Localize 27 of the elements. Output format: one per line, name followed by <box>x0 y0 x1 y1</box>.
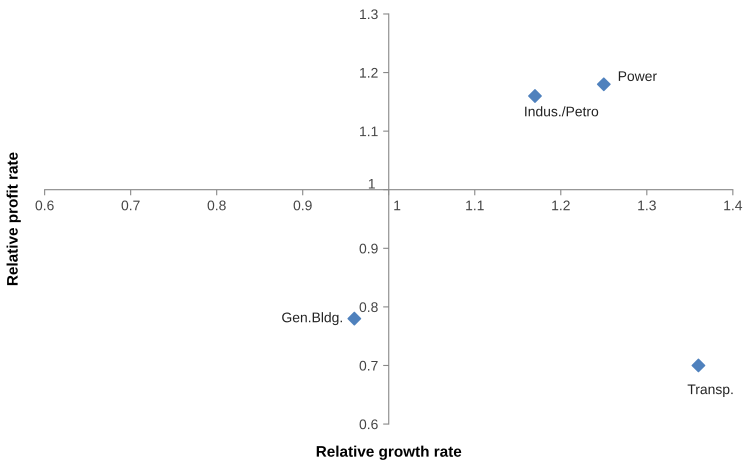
y-tick-label: 1.3 <box>360 9 378 20</box>
y-tick-label: 1 <box>368 178 375 189</box>
x-tick-label: 1.3 <box>638 200 656 210</box>
point <box>692 358 706 372</box>
x-tick-label: 1.2 <box>552 200 570 210</box>
point <box>596 77 611 92</box>
y-tick-label: 0.6 <box>360 419 378 430</box>
y-tick-label: 0.8 <box>360 302 378 312</box>
annotation: Gen.Bldg. <box>282 312 342 326</box>
annotation: Power <box>618 71 657 82</box>
x-tick-label: 0.7 <box>122 200 140 210</box>
y-tick-label: 0.9 <box>360 244 378 254</box>
y-tick-label: 1.2 <box>360 68 378 78</box>
y-axis-title: Relative profit rate <box>6 152 21 286</box>
annotation: Transp. <box>688 384 733 397</box>
y-tick-label: 1.1 <box>360 126 378 136</box>
x-tick-label: 0.9 <box>294 200 312 210</box>
x-tick-label: 0.8 <box>208 200 226 210</box>
x-tick-label: 1.4 <box>724 200 742 210</box>
point <box>347 312 362 326</box>
annotation: Indus./Petro <box>525 106 598 116</box>
x-tick-label: 0.6 <box>36 200 54 210</box>
y-tick-label: 0.7 <box>360 360 378 371</box>
x-tick-label: 1 <box>394 200 400 210</box>
x-axis-title: Relative growth rate <box>316 446 462 460</box>
x-tick-label: 1.1 <box>466 200 484 210</box>
point <box>528 89 542 103</box>
